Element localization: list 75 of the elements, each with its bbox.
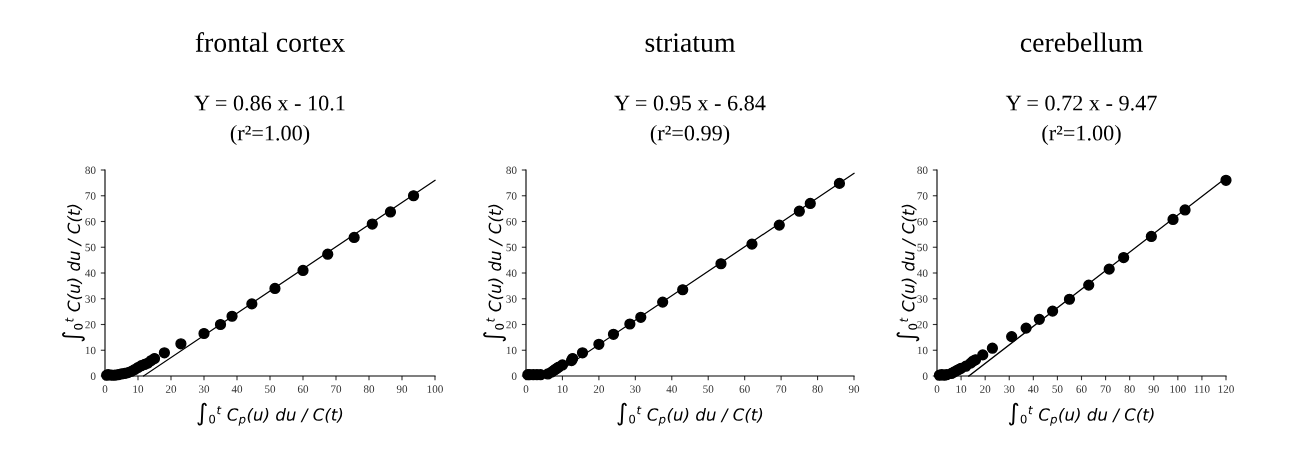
x-tick-label: 60: [1076, 385, 1087, 393]
chart-subtitle: Y = 0.72 x - 9.47: [1005, 95, 1157, 111]
y-tick-label: 40: [506, 269, 517, 277]
x-tick-label: 50: [703, 385, 714, 393]
y-tick-label: 0: [90, 372, 96, 380]
x-tick-label: 30: [630, 385, 641, 393]
text: (r²=1.00): [1042, 124, 1121, 146]
y-tick-label: 50: [917, 243, 928, 252]
y-tick-label: 80: [506, 166, 517, 174]
x-tick-label: 90: [1148, 385, 1159, 393]
y-tick-label: 30: [85, 295, 96, 303]
y-tick-label: 60: [506, 217, 517, 226]
y-tick-label: 10: [917, 346, 928, 355]
x-tick-label: 40: [1027, 385, 1039, 393]
y-tick-label: 30: [917, 295, 928, 303]
text: (r²=1.00): [230, 124, 310, 146]
x-tick-label: 70: [331, 385, 342, 393]
x-tick-label: 20: [165, 385, 177, 393]
x-tick-label: 60: [297, 385, 309, 393]
y-tick-label: 10: [85, 346, 96, 355]
x-tick-label: 80: [1124, 385, 1135, 393]
x-tick-label: 20: [980, 385, 991, 393]
y-tick-label: 40: [85, 269, 96, 277]
x-axis-title: ∫$_{0}$$^{t}$ C$_{p}$(u) du / C(t): [617, 402, 763, 426]
x-tick-label: 10: [557, 385, 568, 393]
y-tick-label: 0: [922, 372, 928, 380]
x-tick-label: 40: [231, 385, 243, 393]
y-tick-label: 20: [506, 320, 517, 329]
x-tick-label: 0: [934, 385, 940, 393]
x-tick-label: 80: [812, 385, 823, 393]
x-tick-label: 70: [776, 385, 787, 393]
y-tick-label: 80: [917, 166, 928, 174]
y-tick-label: 20: [85, 320, 96, 329]
x-tick-label: 0: [102, 385, 108, 393]
x-tick-label: 100: [1170, 385, 1186, 393]
y-tick-label: 80: [85, 166, 96, 174]
y-tick-label: 60: [917, 217, 928, 226]
x-tick-label: 100: [427, 385, 443, 393]
x-tick-label: 20: [593, 385, 605, 393]
x-tick-label: 70: [1100, 385, 1111, 393]
x-tick-label: 10: [133, 385, 144, 393]
y-tick-label: 30: [506, 295, 517, 303]
x-tick-label: 30: [198, 385, 210, 393]
y-tick-label: 50: [85, 243, 96, 252]
y-tick-label: 70: [506, 192, 517, 200]
y-tick-label: 40: [917, 269, 928, 277]
x-tick-label: 50: [265, 385, 276, 393]
y-tick-label: 10: [506, 346, 517, 355]
y-tick-label: 60: [85, 217, 96, 226]
x-tick-label: 120: [1218, 385, 1234, 393]
x-tick-label: 40: [666, 385, 677, 393]
y-tick-label: 0: [511, 372, 517, 380]
x-axis-title: ∫$_{0}$$^{t}$ C$_{p}$(u) du / C(t): [197, 402, 343, 426]
chart-title: striatum: [645, 33, 736, 52]
x-tick-label: 110: [1194, 385, 1210, 393]
x-axis-title: ∫$_{0}$$^{t}$ C$_{p}$(u) du / C(t): [1008, 402, 1154, 426]
x-tick-label: 80: [363, 385, 375, 393]
x-tick-label: 10: [956, 385, 967, 393]
y-axis-title: ∫$_{0}$$^{t}$ C(u) du / C(t): [483, 204, 506, 342]
x-tick-label: 50: [1052, 385, 1063, 393]
chart-subtitle: Y = 0.95 x - 6.84: [614, 95, 766, 111]
y-tick-label: 70: [85, 192, 96, 200]
chart-title: cerebellum: [1020, 32, 1143, 52]
x-tick-label: 30: [1004, 385, 1015, 393]
x-tick-label: 60: [739, 385, 750, 393]
x-tick-label: 90: [848, 385, 860, 393]
x-tick-label: 90: [396, 385, 408, 393]
chart-title: frontal cortex: [195, 32, 345, 52]
y-tick-label: 70: [917, 192, 928, 200]
y-axis-title: ∫$_{0}$$^{t}$ C(u) du / C(t): [62, 204, 85, 342]
text: (r²=0.99): [650, 124, 730, 146]
y-tick-label: 20: [917, 320, 928, 329]
y-tick-label: 50: [506, 243, 517, 252]
chart-subtitle: Y = 0.86 x - 10.1: [194, 95, 345, 111]
x-tick-label: 0: [523, 385, 529, 393]
